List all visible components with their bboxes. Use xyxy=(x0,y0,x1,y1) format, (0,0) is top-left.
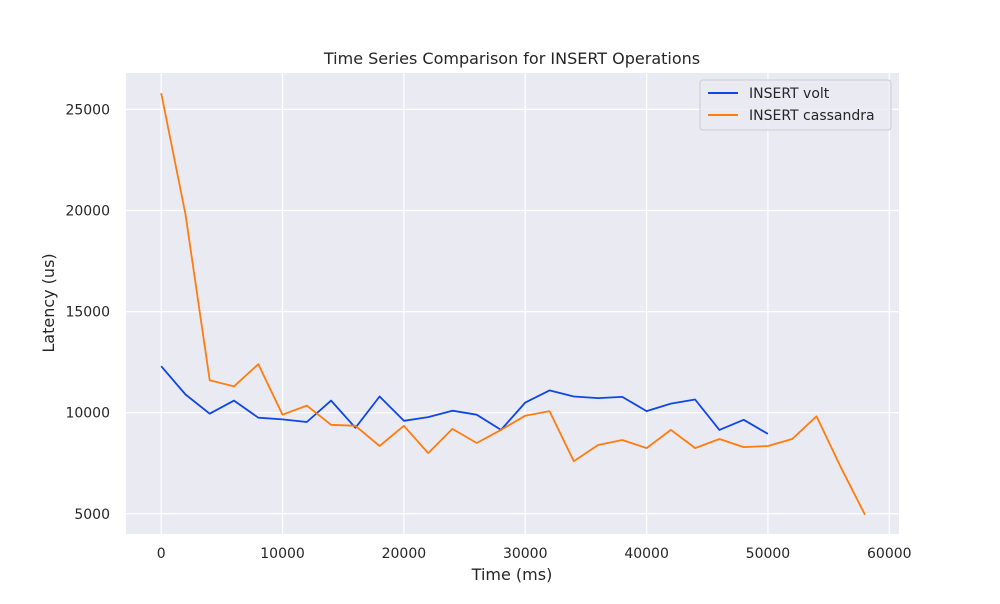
legend-label-insert-cassandra: INSERT cassandra xyxy=(749,108,875,124)
y-tick-label: 20000 xyxy=(65,203,110,219)
x-tick-label: 0 xyxy=(157,546,166,562)
y-tick-label: 5000 xyxy=(74,507,110,523)
legend-label-insert-volt: INSERT volt xyxy=(749,86,830,102)
x-tick-label: 60000 xyxy=(867,546,912,562)
x-tick-label: 30000 xyxy=(503,546,548,562)
x-tick-label: 40000 xyxy=(624,546,669,562)
chart-title: Time Series Comparison for INSERT Operat… xyxy=(323,49,700,68)
legend-box xyxy=(699,79,892,131)
grid-lines xyxy=(126,73,899,534)
y-axis-title: Latency (us) xyxy=(39,253,58,352)
series-line-insert-cassandra xyxy=(160,93,866,516)
x-axis-title: Time (ms) xyxy=(471,565,553,584)
series-lines xyxy=(160,93,866,516)
x-tick-label: 20000 xyxy=(382,546,427,562)
tick-labels: 0 10000 20000 30000 40000 50000 60000 5000 10000… xyxy=(65,102,911,562)
series-line-insert-volt xyxy=(160,365,769,435)
legend: INSERT volt INSERT cassandra xyxy=(699,79,892,131)
y-tick-label: 15000 xyxy=(65,305,110,321)
y-tick-label: 25000 xyxy=(65,102,110,118)
y-tick-label: 10000 xyxy=(65,406,110,422)
x-tick-label: 50000 xyxy=(746,546,791,562)
x-tick-label: 10000 xyxy=(260,546,305,562)
plot-background xyxy=(126,73,899,534)
